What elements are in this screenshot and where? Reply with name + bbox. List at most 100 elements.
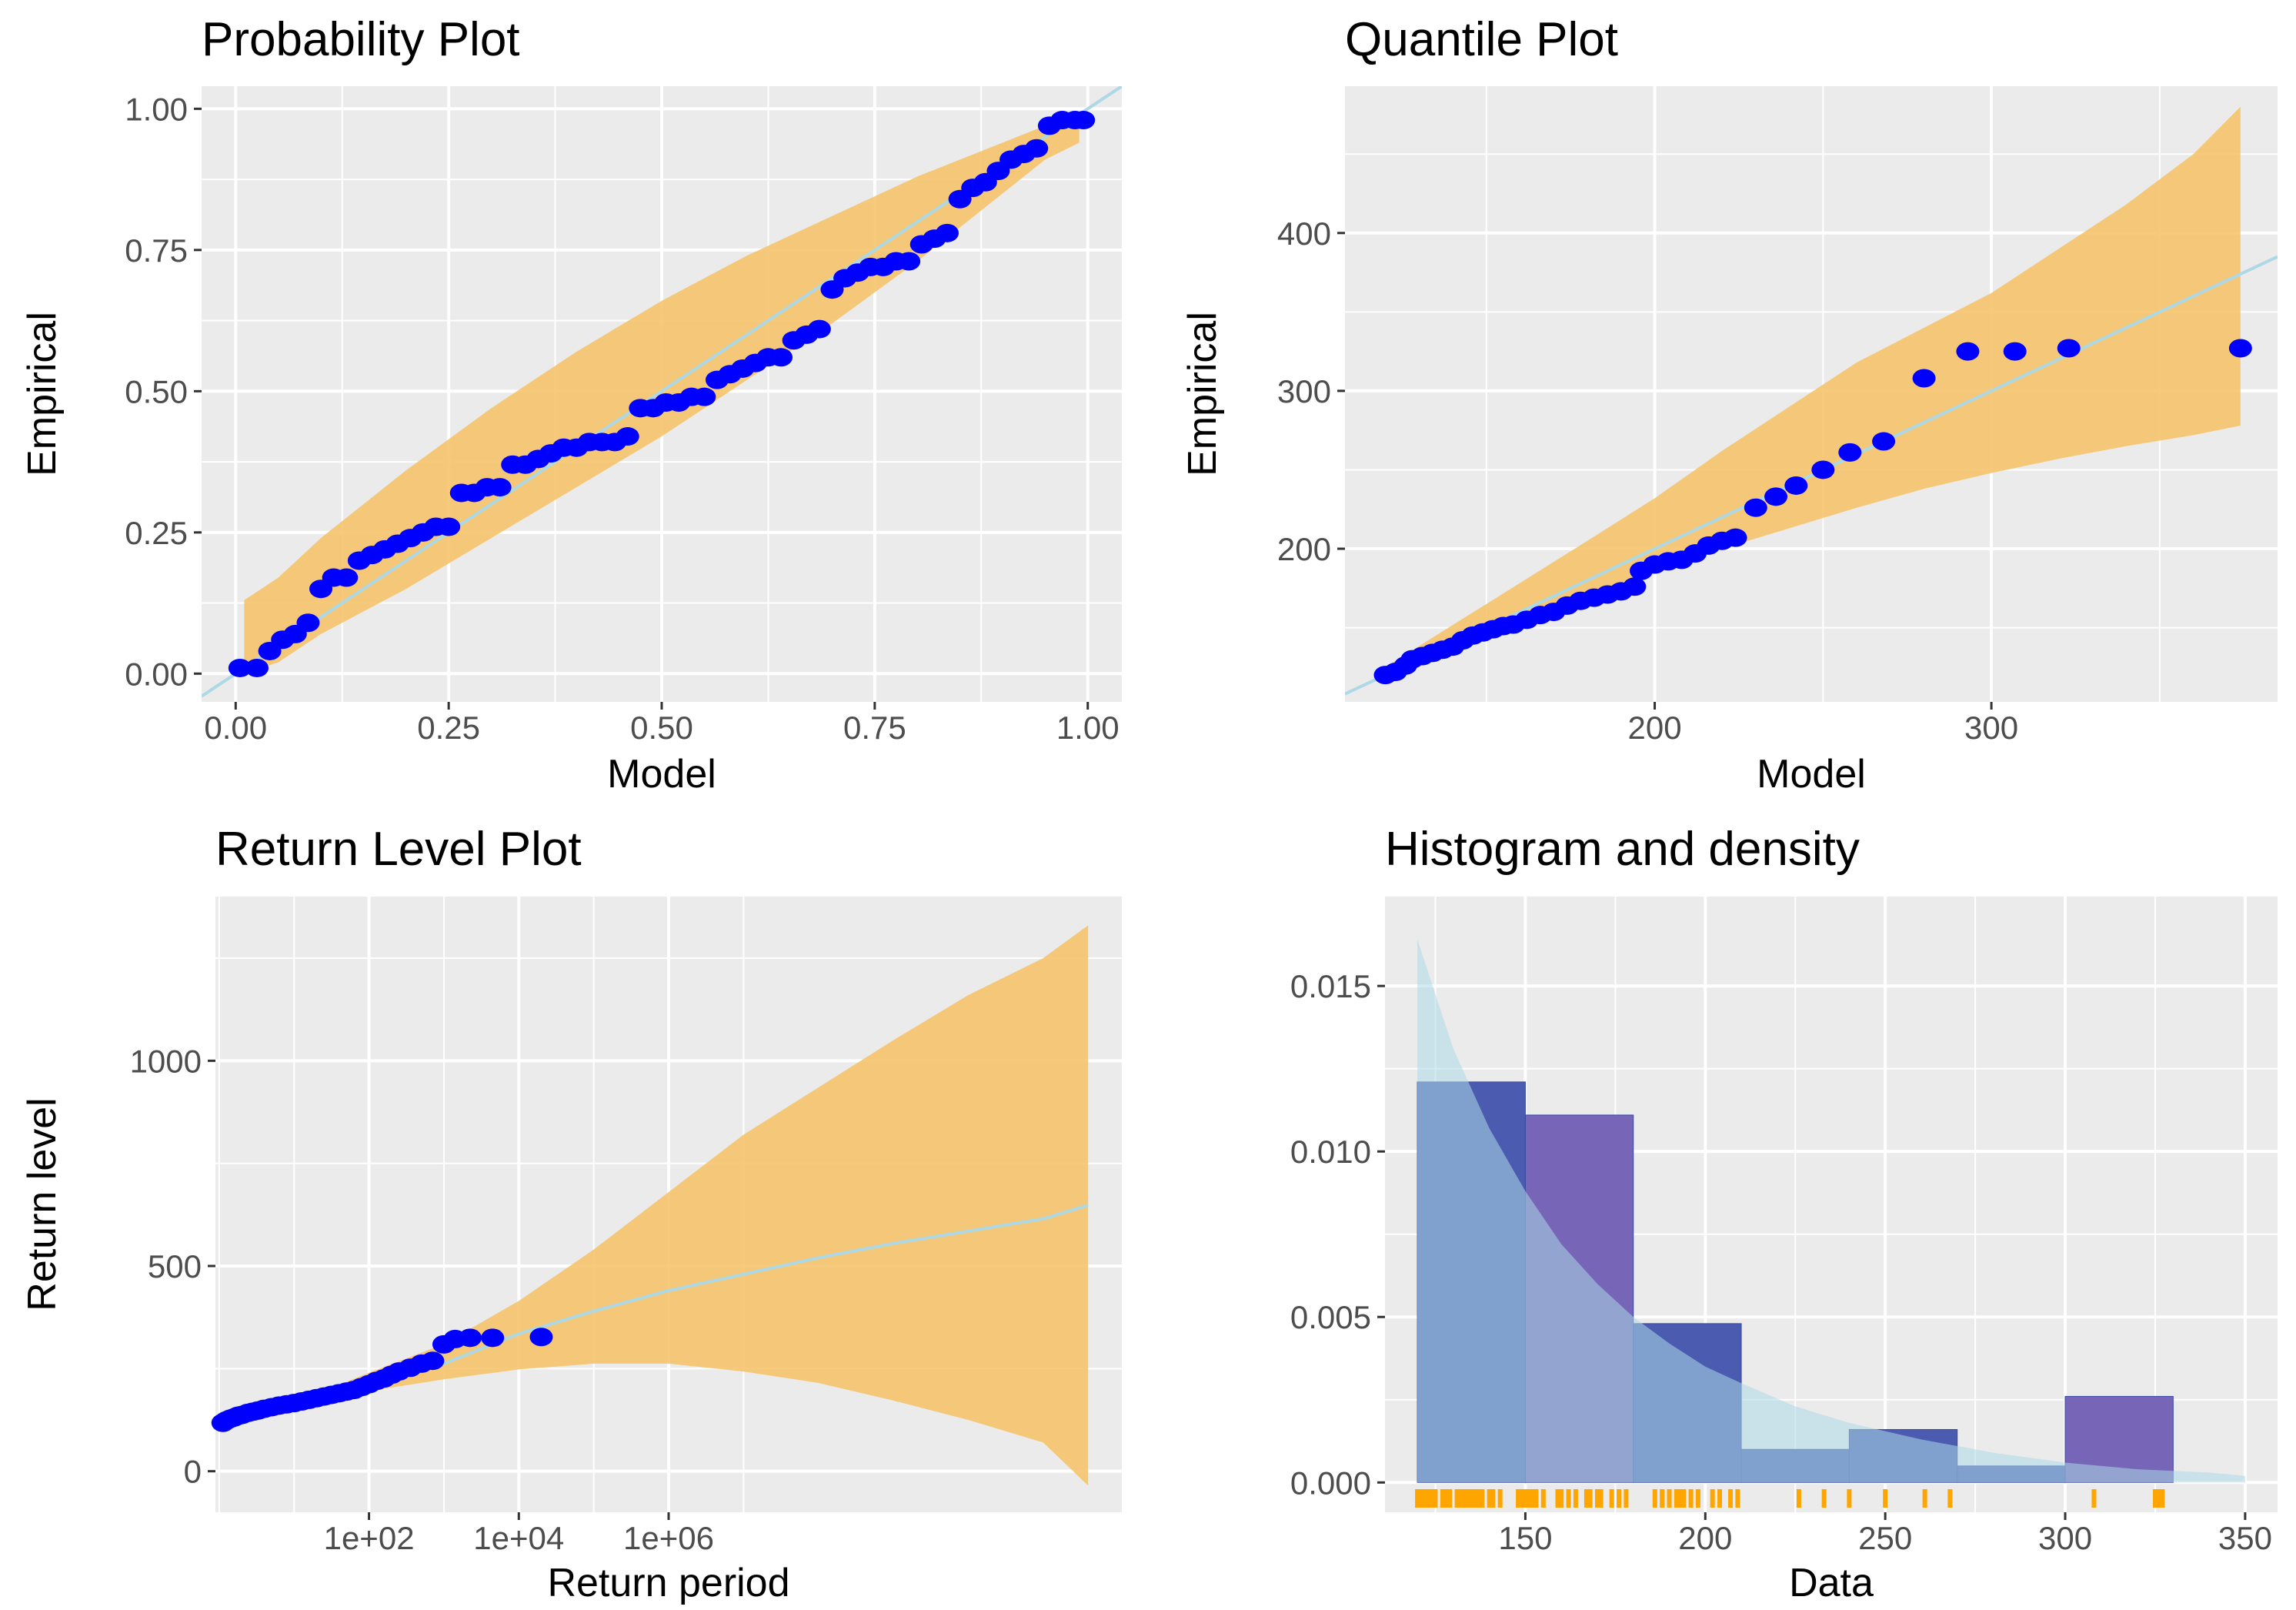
rug-mark — [1533, 1489, 1539, 1508]
x-tick-label: 1e+02 — [324, 1520, 415, 1556]
rug-mark — [1461, 1489, 1467, 1508]
data-point — [335, 568, 359, 587]
data-point — [897, 252, 921, 271]
rug-mark — [1667, 1489, 1672, 1508]
y-tick-label: 1.00 — [125, 91, 188, 127]
return-level-confidence-band — [222, 925, 1089, 1486]
rug-mark — [1555, 1489, 1560, 1508]
data-point — [935, 223, 959, 242]
rug-mark — [1617, 1489, 1622, 1508]
return-level-x-ticks: 1e+02 1e+04 1e+06 — [324, 1512, 714, 1556]
y-tick-label: 0 — [184, 1454, 202, 1490]
quantile-panel: Quantile Plot 200 300 200 300 400 Model Emp… — [1180, 13, 2278, 797]
y-tick-label: 0.75 — [125, 232, 188, 269]
data-point — [1072, 111, 1096, 130]
rug-mark — [1584, 1489, 1589, 1508]
x-tick-label: 250 — [1858, 1520, 1912, 1556]
return-level-x-label: Return period — [547, 1561, 789, 1605]
rug-mark — [1717, 1489, 1722, 1508]
quantile-y-ticks: 200 300 400 — [1277, 215, 1345, 567]
data-point — [529, 1328, 553, 1347]
rug-mark — [2156, 1489, 2161, 1508]
rug-mark — [1587, 1489, 1593, 1508]
rug-mark — [1660, 1489, 1665, 1508]
histogram-title: Histogram and density — [1385, 823, 1860, 876]
y-tick-label: 500 — [148, 1248, 202, 1284]
quantile-points — [1373, 339, 2252, 685]
data-point — [421, 1351, 445, 1371]
rug-mark — [1566, 1489, 1571, 1508]
rug-mark — [1735, 1489, 1740, 1508]
data-point — [1784, 476, 1808, 495]
rug-mark — [1796, 1489, 1801, 1508]
quantile-y-label: Empirical — [1180, 312, 1225, 476]
data-point — [228, 658, 252, 677]
x-tick-label: 0.25 — [417, 710, 480, 746]
rug-mark — [1429, 1489, 1434, 1508]
data-point — [692, 387, 716, 406]
x-tick-label: 0.50 — [630, 710, 693, 746]
return-level-y-label: Return level — [20, 1097, 65, 1311]
confidence-band — [222, 925, 1089, 1486]
rug-mark — [1594, 1489, 1600, 1508]
rug-mark — [1847, 1489, 1852, 1508]
rug-mark — [1426, 1489, 1431, 1508]
return-level-points — [211, 1328, 553, 1432]
rug-mark — [1422, 1489, 1427, 1508]
data-point — [1838, 443, 1862, 462]
rug-mark — [1516, 1489, 1521, 1508]
rug-mark — [1598, 1489, 1604, 1508]
y-tick-label: 0.015 — [1290, 968, 1371, 1004]
data-point — [769, 348, 793, 367]
probability-y-ticks: 0.00 0.25 0.50 0.75 1.00 — [125, 91, 202, 692]
x-tick-label: 150 — [1498, 1520, 1552, 1556]
data-point — [2228, 339, 2252, 358]
rug-mark — [1433, 1489, 1438, 1508]
y-tick-label: 0.005 — [1290, 1299, 1371, 1335]
rug-mark — [1487, 1489, 1492, 1508]
probability-points — [228, 111, 1096, 677]
rug-mark — [1490, 1489, 1496, 1508]
histogram-rug — [1415, 1489, 2165, 1508]
rug-mark — [1440, 1489, 1445, 1508]
rug-mark — [1447, 1489, 1453, 1508]
x-tick-label: 0.00 — [204, 710, 267, 746]
histogram-x-label: Data — [1789, 1561, 1874, 1605]
data-point — [616, 427, 639, 446]
data-point — [1623, 577, 1647, 596]
rug-mark — [1540, 1489, 1546, 1508]
rug-mark — [2160, 1489, 2165, 1508]
data-point — [807, 319, 831, 339]
x-tick-label: 1e+04 — [473, 1520, 564, 1556]
rug-mark — [1681, 1489, 1687, 1508]
histogram-y-ticks: 0.000 0.005 0.010 0.015 — [1290, 968, 1385, 1501]
return-level-panel: Return Level Plot 1e+02 1e+04 1e+06 0 500 10… — [20, 823, 1122, 1605]
rug-mark — [1710, 1489, 1715, 1508]
data-point — [437, 517, 461, 536]
rug-mark — [1497, 1489, 1503, 1508]
x-tick-label: 300 — [1964, 710, 2018, 746]
quantile-confidence-band — [1385, 106, 2241, 679]
rug-mark — [1415, 1489, 1420, 1508]
y-tick-label: 300 — [1277, 373, 1331, 409]
rug-mark — [1559, 1489, 1564, 1508]
rug-mark — [1624, 1489, 1629, 1508]
histogram-panel: Histogram and density 150 200 250 300 350 0.… — [1290, 823, 2278, 1605]
rug-mark — [1922, 1489, 1927, 1508]
rug-mark — [1947, 1489, 1953, 1508]
probability-title: Probability Plot — [202, 13, 520, 66]
x-tick-label: 1e+06 — [623, 1520, 714, 1556]
rug-mark — [1652, 1489, 1657, 1508]
data-point — [245, 658, 269, 677]
return-level-y-ticks: 0 500 1000 — [130, 1043, 215, 1490]
probability-x-ticks: 0.00 0.25 0.50 0.75 1.00 — [204, 702, 1120, 746]
probability-panel: Probability Plot 0.00 0.25 0.50 0.75 1.00 0.… — [20, 13, 1122, 797]
rug-mark — [2091, 1489, 2097, 1508]
data-point — [1872, 432, 1896, 451]
rug-mark — [1573, 1489, 1578, 1508]
data-point — [481, 1328, 505, 1348]
data-point — [1744, 498, 1767, 517]
rug-mark — [1523, 1489, 1528, 1508]
y-tick-label: 0.00 — [125, 656, 188, 692]
